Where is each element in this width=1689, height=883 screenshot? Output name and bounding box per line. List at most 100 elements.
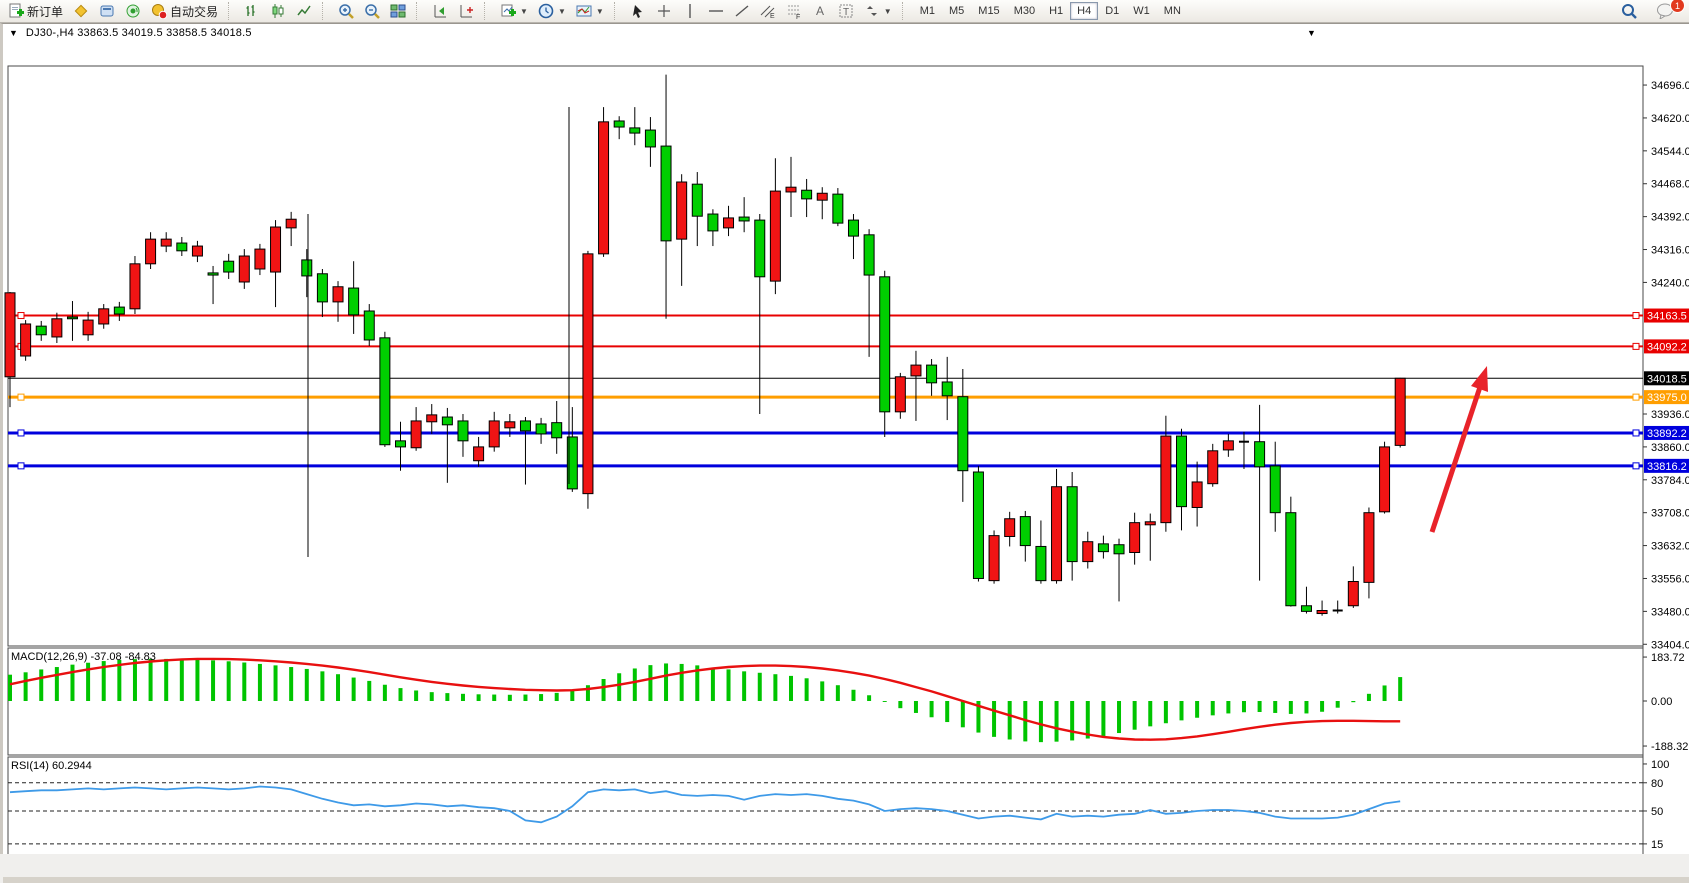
chevron-down-icon: ▼	[520, 6, 528, 16]
market-watch-button[interactable]	[68, 2, 94, 20]
candle	[504, 414, 516, 437]
candle	[191, 240, 203, 263]
zoom-in-button[interactable]	[333, 2, 359, 20]
chart-menu-caret-icon[interactable]: ▼	[9, 28, 18, 38]
candle	[644, 117, 656, 167]
vertical-line-tool-button[interactable]	[677, 2, 703, 20]
candle	[379, 331, 391, 447]
timeframe-button-H1[interactable]: H1	[1049, 5, 1064, 17]
data-window-button[interactable]	[94, 2, 120, 20]
cursor-icon	[630, 3, 646, 19]
chart-window: ▼ DJ30-,H4 33863.5 34019.5 33858.5 34018…	[0, 23, 1689, 883]
text-label-icon: T	[838, 3, 854, 19]
candle-chart-mode-button[interactable]	[265, 2, 291, 20]
svg-text:33975.0: 33975.0	[1647, 392, 1687, 404]
chart-shift-button[interactable]	[453, 2, 479, 20]
toolbar-separator	[484, 2, 490, 20]
candle	[1129, 512, 1141, 565]
svg-text:33784.0: 33784.0	[1651, 475, 1689, 487]
candle	[910, 350, 922, 421]
chevron-down-icon: ▼	[595, 6, 604, 16]
zoom-out-icon	[364, 3, 380, 19]
tile-windows-button[interactable]	[385, 2, 411, 20]
text-label-tool-button[interactable]: T	[833, 2, 859, 20]
arrows-tool-button[interactable]: ▼	[859, 2, 897, 20]
timeframe-button-M30[interactable]: M30	[1013, 5, 1036, 17]
macd-signal-line	[9, 657, 1401, 741]
hline-handle[interactable]	[1632, 393, 1640, 401]
crosshair-tool-button[interactable]	[651, 2, 677, 20]
chart-title: DJ30-,H4 33863.5 34019.5 33858.5 34018.5	[25, 27, 252, 39]
candle	[879, 270, 891, 437]
notifications-button[interactable]: 1	[1651, 0, 1685, 20]
timeframe-button-M15[interactable]: M15	[978, 5, 1000, 17]
zoom-out-button[interactable]	[359, 2, 385, 20]
hline-handle[interactable]	[17, 312, 25, 320]
periods-button[interactable]: ▼	[533, 2, 571, 20]
trendline-tool-button[interactable]	[729, 2, 755, 20]
hline-handle[interactable]	[1632, 429, 1640, 437]
trend-arrow-annotation[interactable]	[1429, 366, 1488, 533]
candle	[629, 107, 641, 146]
chart-canvas[interactable]: 34696.0 34620.0 34544.0 34468.0 34392.0 34316…	[3, 24, 1689, 854]
search-icon	[1621, 3, 1638, 20]
hline-handle[interactable]	[17, 429, 25, 437]
timeframe-button-M1[interactable]: M1	[919, 5, 935, 17]
market-watch-icon	[73, 3, 89, 19]
svg-text:33708.0: 33708.0	[1651, 508, 1689, 520]
svg-text:33816.2: 33816.2	[1647, 461, 1687, 473]
timeframe-button-W1[interactable]: W1	[1133, 5, 1150, 17]
cursor-tool-button[interactable]	[625, 2, 651, 20]
candle	[738, 197, 750, 233]
price-badge	[1644, 371, 1689, 386]
hline-handle[interactable]	[1632, 312, 1640, 320]
hline-handle[interactable]	[1632, 462, 1640, 470]
svg-text:34468.0: 34468.0	[1651, 179, 1689, 191]
chart-corner-caret-icon[interactable]: ▼	[1307, 28, 1316, 38]
new-order-button[interactable]: 新订单	[3, 2, 68, 20]
svg-text:F: F	[796, 14, 800, 19]
hline-handle[interactable]	[17, 393, 25, 401]
fibonacci-tool-button[interactable]: F	[781, 2, 807, 20]
line-chart-mode-button[interactable]	[291, 2, 317, 20]
candlestick-series	[4, 74, 1406, 616]
svg-text:34696.0: 34696.0	[1651, 80, 1689, 92]
clock-icon	[538, 3, 554, 19]
candle	[113, 301, 125, 321]
templates-button[interactable]: ▼	[571, 2, 609, 20]
templates-icon	[576, 3, 592, 19]
timeframe-button-H4[interactable]: H4	[1070, 2, 1099, 20]
text-tool-button[interactable]: A	[807, 2, 833, 20]
hline-handle[interactable]	[1632, 342, 1640, 350]
channel-tool-button[interactable]: E	[755, 2, 781, 20]
candle	[316, 269, 328, 318]
timeframe-button-MN[interactable]: MN	[1163, 5, 1181, 17]
auto-scroll-button[interactable]	[427, 2, 453, 20]
svg-text:80: 80	[1651, 778, 1663, 790]
main-toolbar: 新订单 自动交易 ▼ ▼ ▼ E F A	[0, 0, 1689, 23]
candle	[847, 214, 859, 260]
candle	[145, 232, 157, 269]
auto-trading-button[interactable]: 自动交易	[146, 2, 223, 20]
horizontal-level-lines[interactable]	[8, 312, 1643, 470]
candle	[238, 249, 250, 289]
hline-handle[interactable]	[17, 462, 25, 470]
indicators-button[interactable]: ▼	[495, 2, 533, 20]
horizontal-line-tool-button[interactable]	[703, 2, 729, 20]
toolbar-separator	[228, 2, 234, 20]
candle	[35, 320, 47, 341]
data-window-icon	[99, 3, 115, 19]
vertical-line-icon	[682, 3, 698, 19]
timeframe-button-M5[interactable]: M5	[949, 5, 965, 17]
strategy-signal-button[interactable]	[120, 2, 146, 20]
svg-text:33892.2: 33892.2	[1647, 428, 1687, 440]
candle	[1332, 600, 1343, 614]
search-button[interactable]	[1616, 2, 1643, 20]
price-axis: 34696.0 34620.0 34544.0 34468.0 34392.0 34316…	[1643, 80, 1689, 651]
candle	[473, 436, 485, 467]
candle	[1222, 433, 1234, 457]
candle	[395, 421, 406, 471]
timeframe-button-D1[interactable]: D1	[1105, 5, 1120, 17]
auto-scroll-icon	[432, 3, 448, 19]
bar-chart-mode-button[interactable]	[239, 2, 265, 20]
